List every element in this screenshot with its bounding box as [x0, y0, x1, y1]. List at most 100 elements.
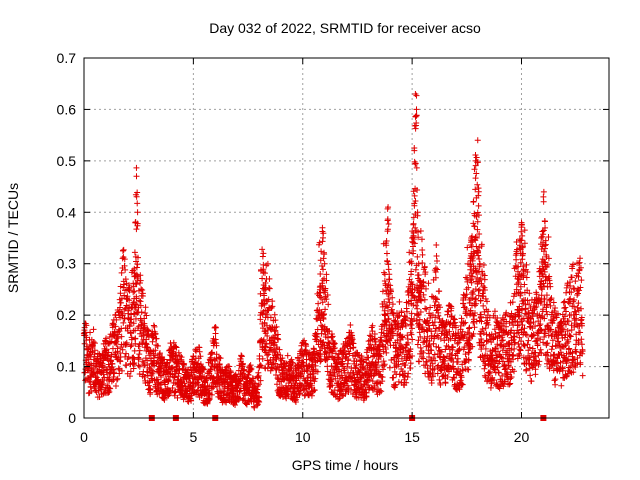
data-point — [521, 342, 528, 349]
data-point — [410, 220, 417, 227]
data-point — [561, 354, 568, 361]
data-point — [120, 246, 127, 253]
data-point — [437, 381, 444, 388]
data-point — [579, 348, 586, 355]
data-point — [444, 374, 451, 381]
data-point — [385, 315, 392, 322]
data-point — [543, 292, 550, 299]
data-point — [381, 298, 388, 305]
data-point — [575, 273, 582, 280]
data-point — [209, 350, 216, 357]
data-point — [489, 355, 496, 362]
data-point — [412, 91, 419, 97]
data-point — [487, 368, 494, 375]
data-point — [294, 394, 301, 401]
data-point — [450, 365, 457, 372]
data-point — [437, 304, 444, 311]
data-point — [126, 284, 133, 291]
data-point — [328, 348, 335, 355]
data-point — [420, 349, 427, 356]
data-point — [475, 287, 482, 294]
data-point — [538, 327, 545, 334]
data-point — [487, 384, 494, 391]
data-point — [562, 304, 569, 311]
data-point — [414, 209, 421, 216]
data-point — [455, 330, 462, 337]
data-point — [570, 369, 577, 376]
data-point — [526, 365, 533, 372]
data-point — [154, 358, 161, 365]
data-point — [474, 218, 481, 225]
data-point — [318, 248, 325, 255]
data-point — [547, 302, 554, 309]
data-point — [513, 286, 520, 293]
data-point — [91, 340, 98, 347]
data-point — [521, 227, 528, 234]
data-point — [579, 372, 586, 379]
data-point — [378, 388, 385, 395]
data-point — [500, 355, 507, 362]
data-point — [475, 252, 482, 259]
data-point — [324, 356, 331, 363]
data-point — [563, 284, 570, 291]
data-point — [541, 245, 548, 252]
data-point — [189, 356, 196, 363]
data-point — [395, 361, 402, 368]
data-point — [134, 254, 141, 261]
data-point — [411, 293, 418, 300]
data-point — [133, 281, 140, 288]
data-point — [422, 269, 429, 276]
data-point — [81, 340, 88, 347]
data-point — [133, 164, 140, 171]
data-point — [356, 351, 363, 358]
data-point — [557, 349, 564, 356]
data-point — [411, 240, 418, 247]
data-point — [179, 365, 186, 372]
data-point — [524, 297, 531, 304]
data-point — [283, 360, 290, 367]
data-point — [459, 381, 466, 388]
data-point — [135, 356, 142, 363]
data-point — [499, 347, 506, 354]
data-point — [504, 331, 511, 338]
data-point — [565, 318, 572, 325]
data-point — [133, 173, 140, 180]
data-point — [454, 355, 461, 362]
data-point — [88, 388, 95, 395]
data-point — [349, 336, 356, 343]
data-point — [387, 288, 394, 295]
data-point — [473, 170, 480, 177]
data-point — [417, 344, 424, 351]
data-point — [420, 291, 427, 298]
data-point — [382, 240, 389, 247]
data-point — [526, 344, 533, 351]
x-tick-label: 5 — [189, 429, 197, 445]
data-point — [335, 356, 342, 363]
data-point — [479, 326, 486, 333]
data-point — [255, 369, 262, 376]
data-point — [131, 249, 138, 256]
data-point — [545, 332, 552, 339]
data-point — [492, 345, 499, 352]
data-point — [448, 305, 455, 312]
data-point — [175, 382, 182, 389]
data-point — [170, 339, 177, 346]
data-point — [172, 351, 179, 358]
data-point — [414, 253, 421, 260]
data-point — [443, 329, 450, 336]
data-point — [118, 269, 125, 276]
data-point — [466, 346, 473, 353]
data-point — [523, 367, 530, 374]
data-point — [557, 359, 564, 366]
data-point — [301, 337, 308, 344]
data-point — [502, 365, 509, 372]
data-point — [386, 299, 393, 306]
data-point — [464, 366, 471, 373]
data-point — [570, 312, 577, 319]
data-point — [491, 308, 498, 315]
data-point — [524, 341, 531, 348]
data-point — [409, 235, 416, 241]
data-point — [242, 392, 249, 399]
data-point — [538, 292, 545, 299]
data-point — [573, 321, 580, 328]
